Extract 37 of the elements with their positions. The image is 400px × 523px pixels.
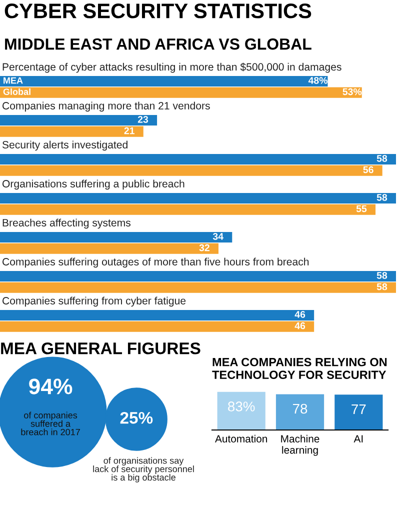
data-label: 58 [376, 154, 388, 162]
series-label: Global [3, 88, 30, 95]
text: 25% [120, 412, 153, 424]
x-tick-label: AI [354, 435, 363, 442]
y-tick-label: Companies suffering from cyber fatigue [2, 296, 186, 307]
data-label: 78 [292, 404, 308, 414]
data-label: 56 [363, 166, 374, 174]
data-label: 77 [352, 404, 366, 414]
y-tick-label: Security alerts investigated [2, 140, 128, 151]
chart-title: CYBER SECURITY STATISTICS [4, 4, 312, 18]
data-label: 55 [356, 205, 367, 212]
text: of companies suffered a breach in 2017 [21, 412, 80, 436]
data-label: 48% [308, 76, 328, 84]
chart-title: MEA COMPANIES RELYING ON TECHNOLOGY FOR SECURITY [212, 358, 387, 380]
data-label: 23 [138, 116, 148, 123]
data-label: 46 [294, 322, 306, 330]
chart-subtitle: MIDDLE EAST AND AFRICA VS GLOBAL [5, 38, 312, 50]
text: 94% [29, 378, 72, 394]
data-label: 83% [228, 402, 255, 412]
x-tick-label: Machine learning [281, 434, 320, 456]
y-tick-label: Organisations suffering a public breach [2, 180, 184, 190]
data-label: 32 [199, 244, 210, 252]
data-label: 46 [294, 310, 306, 318]
data-label: 58 [376, 283, 388, 290]
data-label: 53% [342, 88, 362, 96]
data-label: 58 [376, 194, 388, 201]
data-label: 58 [376, 272, 388, 279]
data-label: 34 [212, 232, 224, 240]
y-tick-label: Companies managing more than 21 vendors [2, 102, 210, 112]
text: of organisations say lack of security personnel is a big obstacle [93, 457, 194, 482]
y-tick-label: Companies suffering outages of more than five hours from breach [2, 258, 309, 268]
x-tick-label: Automation [215, 434, 268, 443]
text: MEA GENERAL FIGURES [1, 342, 200, 354]
series-label: MEA [4, 77, 23, 84]
data-label: 21 [124, 127, 134, 134]
y-tick-label: Breaches affecting systems [2, 218, 130, 229]
y-tick-label: Percentage of cyber attacks resulting in more than $500,000 in damages [2, 62, 342, 73]
